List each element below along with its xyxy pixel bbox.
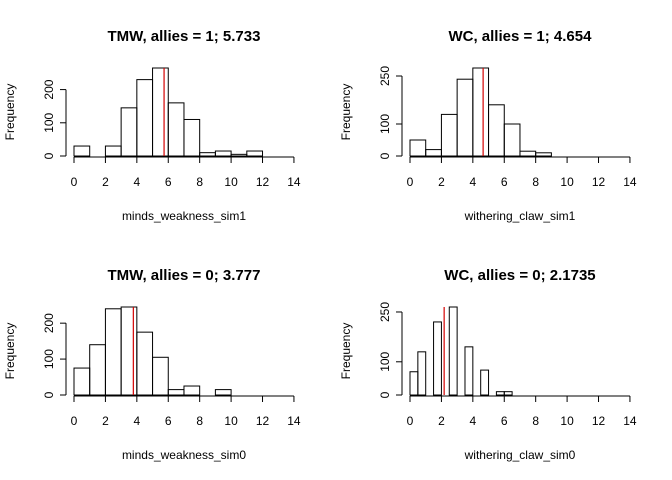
y-tick-label: 0 [42, 152, 56, 159]
histogram-bar [73, 145, 91, 157]
chart-title: WC, allies = 0; 2.1735 [444, 267, 595, 284]
x-tick-label: 12 [592, 175, 606, 189]
y-axis-label: Frequency [339, 84, 353, 141]
histogram-bar [183, 118, 201, 157]
x-tick-label: 10 [224, 175, 238, 189]
x-tick-label: 10 [224, 414, 238, 428]
histogram-bar [136, 79, 154, 157]
chart-panel-3: TMW, allies = 0; 3.777 0 2 4 6 8 10 12 14 minds_w… [3, 267, 301, 462]
histogram-bar [183, 385, 201, 396]
histogram-bar [472, 67, 490, 157]
histogram-bar [409, 371, 419, 396]
x-tick-label: 4 [133, 414, 140, 428]
x-tick-label: 12 [256, 175, 270, 189]
histogram-bar [433, 321, 442, 396]
chart-panel-4: WC, allies = 0; 2.1735 0 2 4 6 8 10 12 14 witheri… [339, 267, 637, 462]
y-tick-label: 0 [42, 391, 56, 398]
x-tick-label: 4 [469, 175, 476, 189]
histogram-bar [417, 351, 427, 396]
histogram-bar [425, 149, 442, 157]
histogram-bar [89, 344, 106, 396]
y-tick-label: 250 [378, 302, 392, 322]
x-tick-label: 8 [532, 175, 539, 189]
x-tick-label: 10 [560, 414, 574, 428]
x-tick-label: 6 [165, 414, 172, 428]
x-tick-label: 10 [560, 175, 574, 189]
x-axis-label: minds_weakness_sim0 [122, 448, 246, 462]
y-tick-label: 100 [42, 349, 56, 369]
histogram-bar [73, 367, 91, 396]
y-tick-label: 100 [42, 112, 56, 132]
histogram-bar [464, 346, 474, 396]
histogram-bar [167, 389, 185, 396]
x-tick-label: 8 [196, 175, 203, 189]
histogram-bar [488, 104, 505, 157]
x-axis-label: withering_claw_sim0 [464, 448, 576, 462]
histogram-bar [136, 331, 154, 396]
histogram-bar [535, 152, 552, 157]
y-axis-label: Frequency [3, 323, 17, 380]
chart-panel-2: WC, allies = 1; 4.654 0 2 4 6 8 10 12 14 witherin… [339, 28, 637, 223]
histogram-bar [480, 369, 490, 396]
y-tick-label: 100 [378, 351, 392, 371]
histogram-bar [104, 308, 122, 396]
histogram-bar [503, 123, 521, 157]
histogram-bar [409, 139, 427, 157]
chart-title: TMW, allies = 1; 5.733 [107, 28, 260, 45]
histogram-bar [519, 150, 537, 157]
y-axis-label: Frequency [3, 84, 17, 141]
x-axis-label: minds_weakness_sim1 [122, 209, 246, 223]
y-tick-label: 0 [378, 391, 392, 398]
x-tick-label: 2 [102, 175, 109, 189]
histogram-bar [230, 153, 248, 157]
x-tick-label: 0 [407, 414, 414, 428]
x-tick-label: 6 [165, 175, 172, 189]
x-tick-label: 14 [287, 175, 301, 189]
x-tick-label: 14 [623, 175, 637, 189]
histogram-bar [152, 67, 169, 157]
y-tick-label: 0 [378, 152, 392, 159]
y-axis-label: Frequency [339, 323, 353, 380]
histogram-bar [495, 391, 505, 396]
chart-title: TMW, allies = 0; 3.777 [107, 267, 260, 284]
y-tick-label: 250 [378, 66, 392, 86]
histogram-bar [214, 150, 232, 157]
chart-panel-1: TMW, allies = 1; 5.733 0 2 4 6 8 10 12 14 minds_w… [3, 28, 301, 223]
x-tick-label: 2 [438, 414, 445, 428]
histogram-bar [503, 391, 513, 396]
x-axis-label: withering_claw_sim1 [464, 209, 576, 223]
x-tick-label: 6 [501, 175, 508, 189]
x-tick-label: 4 [469, 414, 476, 428]
histogram-bar [120, 306, 138, 396]
x-tick-label: 8 [532, 414, 539, 428]
histogram-bar [448, 306, 458, 396]
x-tick-label: 14 [623, 414, 637, 428]
histogram-bar [440, 113, 458, 157]
x-tick-label: 12 [592, 414, 606, 428]
x-tick-label: 12 [256, 414, 270, 428]
x-tick-label: 0 [407, 175, 414, 189]
histogram-bar [199, 152, 216, 157]
histogram-bar [120, 107, 138, 157]
x-tick-label: 8 [196, 414, 203, 428]
histogram-bar [214, 389, 232, 396]
x-tick-label: 2 [438, 175, 445, 189]
histogram-bar [152, 356, 169, 396]
histogram-bar [104, 145, 122, 157]
y-tick-label: 200 [42, 79, 56, 99]
histogram-bar [456, 78, 474, 157]
y-tick-label: 200 [42, 313, 56, 333]
x-tick-label: 0 [71, 175, 78, 189]
histogram-bar [167, 102, 185, 157]
x-tick-label: 4 [133, 175, 140, 189]
chart-title: WC, allies = 1; 4.654 [448, 28, 592, 45]
x-tick-label: 0 [71, 414, 78, 428]
x-tick-label: 2 [102, 414, 109, 428]
x-tick-label: 6 [501, 414, 508, 428]
x-tick-label: 14 [287, 414, 301, 428]
y-tick-label: 100 [378, 114, 392, 134]
histogram-bar [246, 150, 264, 157]
